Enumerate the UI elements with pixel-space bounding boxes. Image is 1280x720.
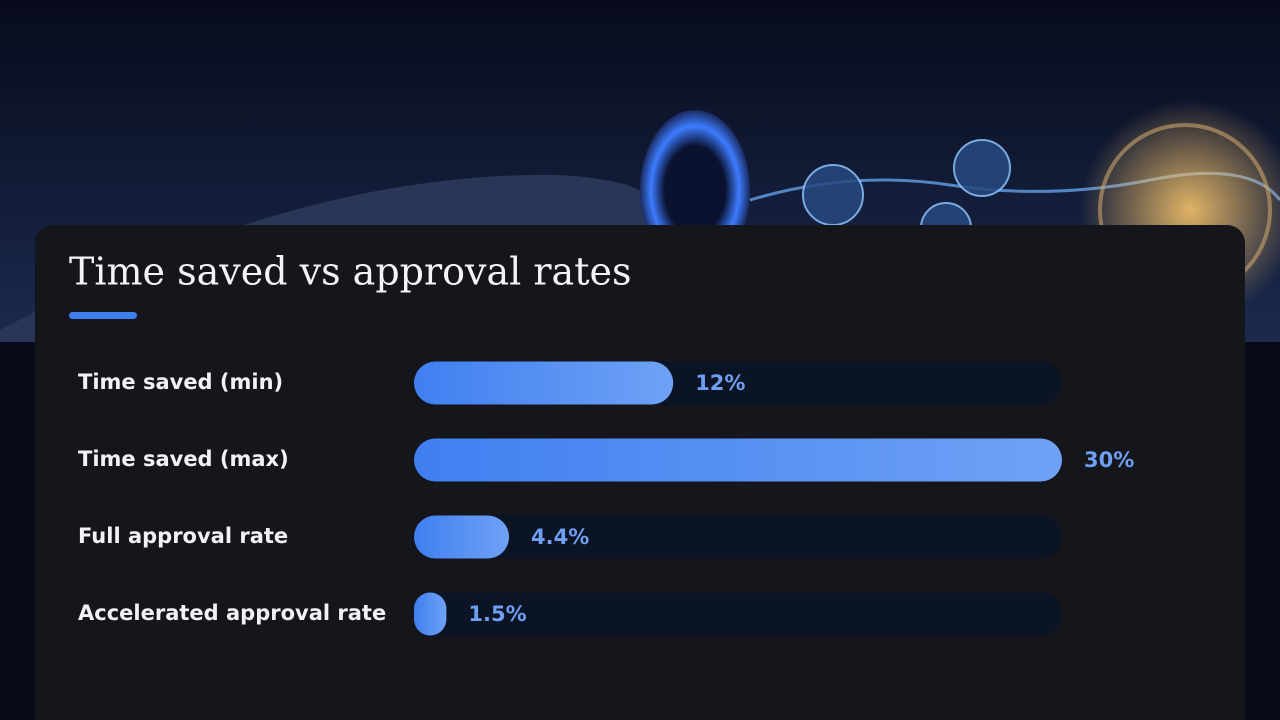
bar xyxy=(414,592,447,636)
value-label: 30% xyxy=(1084,448,1134,472)
bar xyxy=(414,515,510,559)
bar-track xyxy=(414,592,1062,636)
category-label: Full approval rate xyxy=(78,524,288,548)
chart-title: Time saved vs approval rates xyxy=(69,250,631,294)
bar-track xyxy=(414,515,1062,559)
category-label: Accelerated approval rate xyxy=(78,601,386,625)
bar xyxy=(414,438,1062,482)
category-label: Time saved (max) xyxy=(78,447,289,471)
category-label: Time saved (min) xyxy=(78,370,283,394)
value-label: 12% xyxy=(695,371,745,395)
value-label: 4.4% xyxy=(531,525,589,549)
title-underline xyxy=(69,312,137,319)
value-label: 1.5% xyxy=(468,602,526,626)
bar xyxy=(414,361,674,405)
